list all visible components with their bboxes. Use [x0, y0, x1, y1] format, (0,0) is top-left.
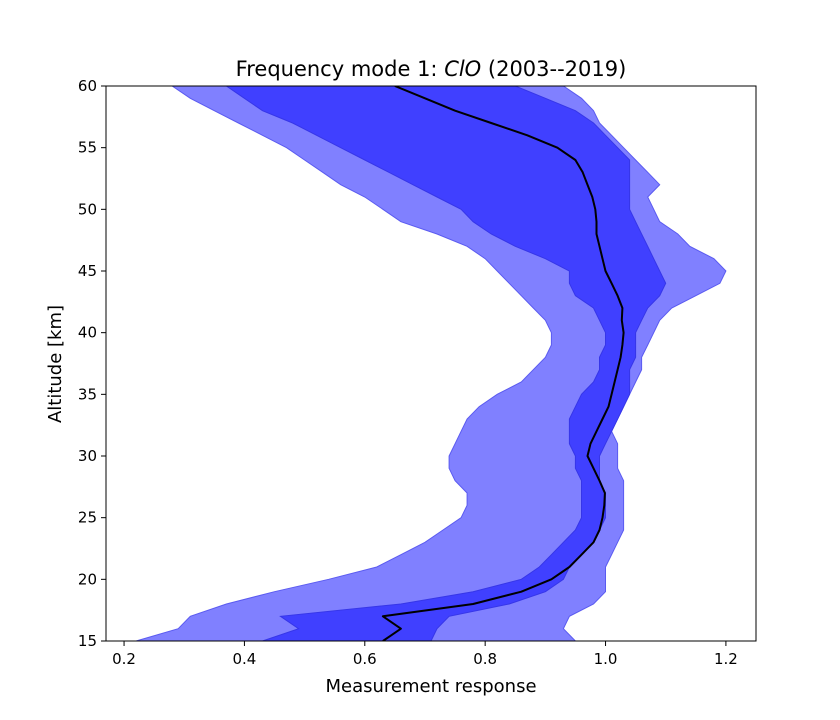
y-tick-label: 35 — [78, 385, 97, 403]
y-tick-label: 45 — [78, 262, 97, 280]
x-tick-label: 0.4 — [232, 650, 256, 668]
chart-title-species: ClO — [444, 57, 481, 81]
x-axis-label: Measurement response — [325, 676, 536, 697]
x-tick-label: 0.6 — [353, 650, 377, 668]
axes: 0.2 0.4 0.6 0.8 1.0 1.2 15 20 25 30 35 40 45 50 55 60 — [78, 77, 757, 668]
y-tick-label: 15 — [78, 632, 97, 650]
y-tick-label: 25 — [78, 509, 97, 527]
y-tick-label: 55 — [78, 139, 97, 157]
y-tick-label: 50 — [78, 200, 97, 218]
y-axis-label: Altitude [km] — [45, 305, 66, 423]
y-tick-label: 20 — [78, 570, 97, 588]
inner-percentile-band — [225, 86, 667, 641]
y-tick-label: 30 — [78, 447, 97, 465]
plot-area — [135, 86, 727, 641]
plot-frame — [105, 85, 757, 642]
median-line — [381, 86, 625, 641]
x-tick-label: 1.2 — [714, 650, 738, 668]
y-tick-label: 40 — [78, 324, 97, 342]
x-tick-label: 1.0 — [594, 650, 618, 668]
chart-title-prefix: Frequency mode 1: — [236, 57, 445, 81]
x-tick-label: 0.8 — [473, 650, 497, 668]
y-tick-label: 60 — [78, 77, 97, 95]
chart-title-suffix: (2003--2019) — [481, 57, 626, 81]
x-tick-label: 0.2 — [112, 650, 136, 668]
chart-title: Frequency mode 1: ClO (2003--2019) — [236, 57, 627, 81]
